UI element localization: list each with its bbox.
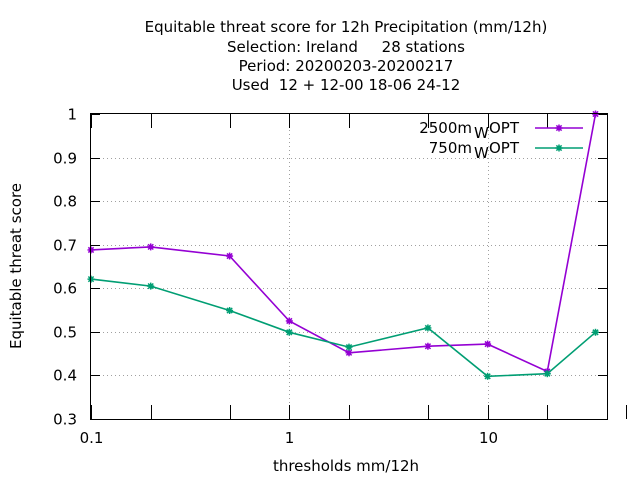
- y-tick-label: 0.3: [53, 411, 77, 429]
- series-1-point-8-dot: [593, 330, 598, 335]
- title-line-4: Used 12 + 12-00 18-06 24-12: [232, 76, 461, 94]
- series-1-point-8: [591, 328, 599, 336]
- legend-marker-1-dot: [556, 145, 562, 151]
- series-0-point-6-dot: [485, 341, 490, 347]
- legend-label-sub-1: W: [474, 144, 489, 162]
- axis-ticks: [91, 114, 627, 420]
- series-0-point-4-dot: [346, 350, 352, 355]
- x-axis-label: thresholds mm/12h: [273, 457, 419, 475]
- legend: 2500m W OPT 750m W OPT: [419, 119, 583, 162]
- legend-label-0: 2500m: [419, 119, 472, 137]
- y-tick-label: 0.9: [53, 150, 77, 168]
- y-tick-label: 0.7: [53, 237, 77, 255]
- title-line-3: Period: 20200203-20200217: [239, 57, 454, 75]
- x-tick-label: 1: [285, 429, 295, 447]
- title-line-1: Equitable threat score for 12h Precipita…: [145, 18, 548, 36]
- tick-labels: 0.3 0.4 0.5 0.6 0.7 0.8 0.9 1 0.1 1 10: [53, 106, 498, 448]
- series-0-point-2: [226, 252, 234, 260]
- series-1-point-2: [226, 307, 234, 315]
- series-1-point-2-dot: [227, 308, 232, 313]
- x-tick-label: 10: [479, 429, 498, 447]
- y-tick-label: 1: [67, 106, 77, 124]
- series-1-point-6-dot: [485, 374, 490, 379]
- series-1-point-3-dot: [287, 330, 292, 335]
- y-tick-label: 0.4: [53, 367, 77, 385]
- series-0-point-3-dot: [287, 318, 292, 324]
- series-0-point-5-dot: [425, 344, 431, 349]
- x-tick-label: 0.1: [80, 429, 104, 447]
- series-line-1: [90, 278, 597, 378]
- series-1-point-7: [543, 370, 551, 378]
- grid: [91, 114, 607, 419]
- y-tick-label: 0.6: [53, 280, 77, 298]
- title-line-2: Selection: Ireland 28 stations: [227, 38, 465, 56]
- legend-marker-0-dot: [556, 125, 562, 131]
- y-tick-label: 0.8: [53, 193, 77, 211]
- series-0-point-1: [147, 243, 155, 251]
- series-0-point-2-dot: [227, 253, 232, 259]
- series-0-point-3: [285, 317, 293, 325]
- series-1-point-3: [285, 328, 293, 336]
- legend-label-1: 750m: [429, 139, 472, 157]
- series-1-point-4: [345, 343, 353, 351]
- series-1-point-7-dot: [545, 371, 550, 376]
- legend-marker-0: [555, 124, 563, 132]
- series-0-point-6: [484, 340, 492, 348]
- y-tick-label: 0.5: [53, 324, 77, 342]
- series-0-point-4: [345, 349, 353, 357]
- series-1-point-5: [424, 324, 432, 332]
- legend-label-suffix-0: OPT: [489, 119, 520, 137]
- legend-label-suffix-1: OPT: [489, 139, 520, 157]
- legend-marker-1: [555, 144, 563, 152]
- series-1-point-1: [147, 282, 155, 290]
- series-0-point-1-dot: [148, 244, 153, 250]
- y-axis-label: Equitable threat score: [7, 183, 25, 349]
- series-1-point-4-dot: [346, 344, 352, 350]
- series-1-point-1-dot: [148, 283, 153, 289]
- series-1-point-6: [484, 372, 492, 380]
- series-0-point-5: [424, 342, 432, 350]
- plot-frame: [90, 113, 608, 420]
- chart-title: Equitable threat score for 12h Precipita…: [145, 18, 548, 94]
- legend-label-sub-0: W: [474, 124, 489, 142]
- series-1-point-5-dot: [425, 325, 431, 331]
